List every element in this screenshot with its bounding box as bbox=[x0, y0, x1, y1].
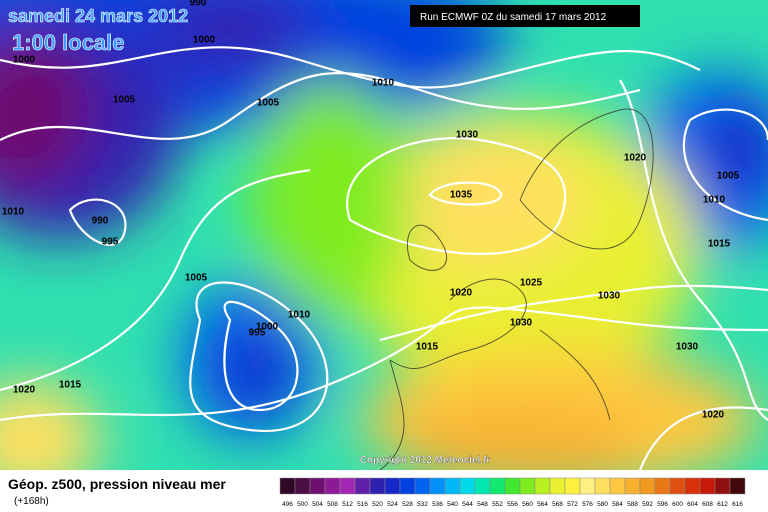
scale-swatch bbox=[429, 477, 446, 495]
scale-label: 496 bbox=[282, 501, 293, 508]
isobar-label: 1020 bbox=[450, 288, 473, 299]
scale-swatch bbox=[504, 477, 521, 495]
scale-label: 512 bbox=[342, 501, 353, 508]
scale-label: 540 bbox=[447, 501, 458, 508]
scale-label: 608 bbox=[702, 501, 713, 508]
scale-swatch bbox=[699, 477, 716, 495]
scale-swatch bbox=[654, 477, 671, 495]
isobar-label: 1005 bbox=[185, 273, 208, 284]
isobar-label: 1030 bbox=[510, 318, 533, 329]
scale-label: 536 bbox=[432, 501, 443, 508]
isobar-label: 1005 bbox=[257, 98, 280, 109]
scale-swatch bbox=[519, 477, 536, 495]
scale-swatch bbox=[564, 477, 581, 495]
scale-swatch bbox=[339, 477, 356, 495]
scale-label: 516 bbox=[357, 501, 368, 508]
legend-lead: (+168h) bbox=[14, 496, 49, 507]
scale-label: 548 bbox=[477, 501, 488, 508]
field: 990 1000 1000 1005 1005 1010 1030 1035 1020 1005 1… bbox=[0, 0, 768, 470]
scale-swatch bbox=[474, 477, 491, 495]
copyright: Copyright 2012 Meteociel.fr bbox=[360, 455, 491, 466]
isobar-label: 1030 bbox=[456, 130, 479, 141]
scale-swatch bbox=[294, 477, 311, 495]
scale-swatch bbox=[594, 477, 611, 495]
scale-label: 580 bbox=[597, 501, 608, 508]
scale-swatch bbox=[279, 477, 296, 495]
scale-label: 560 bbox=[522, 501, 533, 508]
scale-swatch bbox=[609, 477, 626, 495]
scale-swatch bbox=[579, 477, 596, 495]
scale-swatch bbox=[534, 477, 551, 495]
scale-label: 568 bbox=[552, 501, 563, 508]
scale-swatch bbox=[399, 477, 416, 495]
scale-swatch bbox=[369, 477, 386, 495]
isobar-label: 1010 bbox=[288, 310, 311, 321]
scale-label: 616 bbox=[732, 501, 743, 508]
isobar-label: 1000 bbox=[193, 35, 216, 46]
scale-label: 508 bbox=[327, 501, 338, 508]
isobar-label: 1010 bbox=[372, 78, 395, 89]
scale-label: 528 bbox=[402, 501, 413, 508]
scale-swatch bbox=[729, 477, 746, 495]
isobar-label: 1035 bbox=[450, 190, 473, 201]
scale-swatch bbox=[384, 477, 401, 495]
scale-label: 576 bbox=[582, 501, 593, 508]
scale-label: 556 bbox=[507, 501, 518, 508]
run-info: Run ECMWF 0Z du samedi 17 mars 2012 bbox=[420, 12, 607, 23]
scale-label: 504 bbox=[312, 501, 323, 508]
isobar-label: 1030 bbox=[598, 291, 621, 302]
scale-label: 592 bbox=[642, 501, 653, 508]
isobar-label: 1010 bbox=[2, 207, 25, 218]
scale-swatch bbox=[624, 477, 641, 495]
scale-swatch bbox=[354, 477, 371, 495]
scale-label: 604 bbox=[687, 501, 698, 508]
isobar-label: 1010 bbox=[703, 195, 726, 206]
scale-swatch bbox=[309, 477, 326, 495]
scale-swatch bbox=[324, 477, 341, 495]
scale-label: 572 bbox=[567, 501, 578, 508]
scale-label: 532 bbox=[417, 501, 428, 508]
isobar-label: 1015 bbox=[416, 342, 439, 353]
isobar-label: 990 bbox=[190, 0, 207, 9]
scale-swatch bbox=[684, 477, 701, 495]
run-box bbox=[410, 5, 640, 27]
legend-title: Géop. z500, pression niveau mer bbox=[8, 476, 226, 492]
scale-swatch bbox=[639, 477, 656, 495]
isobar-label: 995 bbox=[102, 237, 119, 248]
scale-label: 564 bbox=[537, 501, 548, 508]
scale-label: 600 bbox=[672, 501, 683, 508]
isobar-label: 1030 bbox=[676, 342, 699, 353]
forecast-time: 1:00 locale bbox=[12, 30, 125, 55]
isobar-label: 1020 bbox=[702, 410, 725, 421]
scale-swatch bbox=[414, 477, 431, 495]
scale-label: 588 bbox=[627, 501, 638, 508]
scale-label: 544 bbox=[462, 501, 473, 508]
scale-label: 596 bbox=[657, 501, 668, 508]
isobar-label: 995 bbox=[249, 328, 266, 339]
scale-swatch bbox=[489, 477, 506, 495]
isobar-label: 1015 bbox=[708, 239, 731, 250]
isobar-label: 990 bbox=[92, 216, 109, 227]
scale-label: 500 bbox=[297, 501, 308, 508]
scale-swatch bbox=[714, 477, 731, 495]
isobar-label: 1000 bbox=[256, 322, 279, 333]
scale-swatch bbox=[459, 477, 476, 495]
scale-label: 552 bbox=[492, 501, 503, 508]
scale-label: 524 bbox=[387, 501, 398, 508]
isobar-label: 1020 bbox=[13, 385, 36, 396]
scale-label: 584 bbox=[612, 501, 623, 508]
scale-swatch bbox=[669, 477, 686, 495]
isobar-label: 1025 bbox=[520, 278, 543, 289]
isobar-label: 1005 bbox=[717, 171, 740, 182]
isobar-label: 1005 bbox=[113, 95, 136, 106]
scale-label: 612 bbox=[717, 501, 728, 508]
scale-label: 520 bbox=[372, 501, 383, 508]
isobar-label: 1015 bbox=[59, 380, 82, 391]
isobar-label: 1020 bbox=[624, 153, 647, 164]
scale-swatch bbox=[549, 477, 566, 495]
isobar-label: 1000 bbox=[13, 55, 36, 66]
scale-swatch bbox=[444, 477, 461, 495]
forecast-date: samedi 24 mars 2012 bbox=[8, 6, 188, 26]
